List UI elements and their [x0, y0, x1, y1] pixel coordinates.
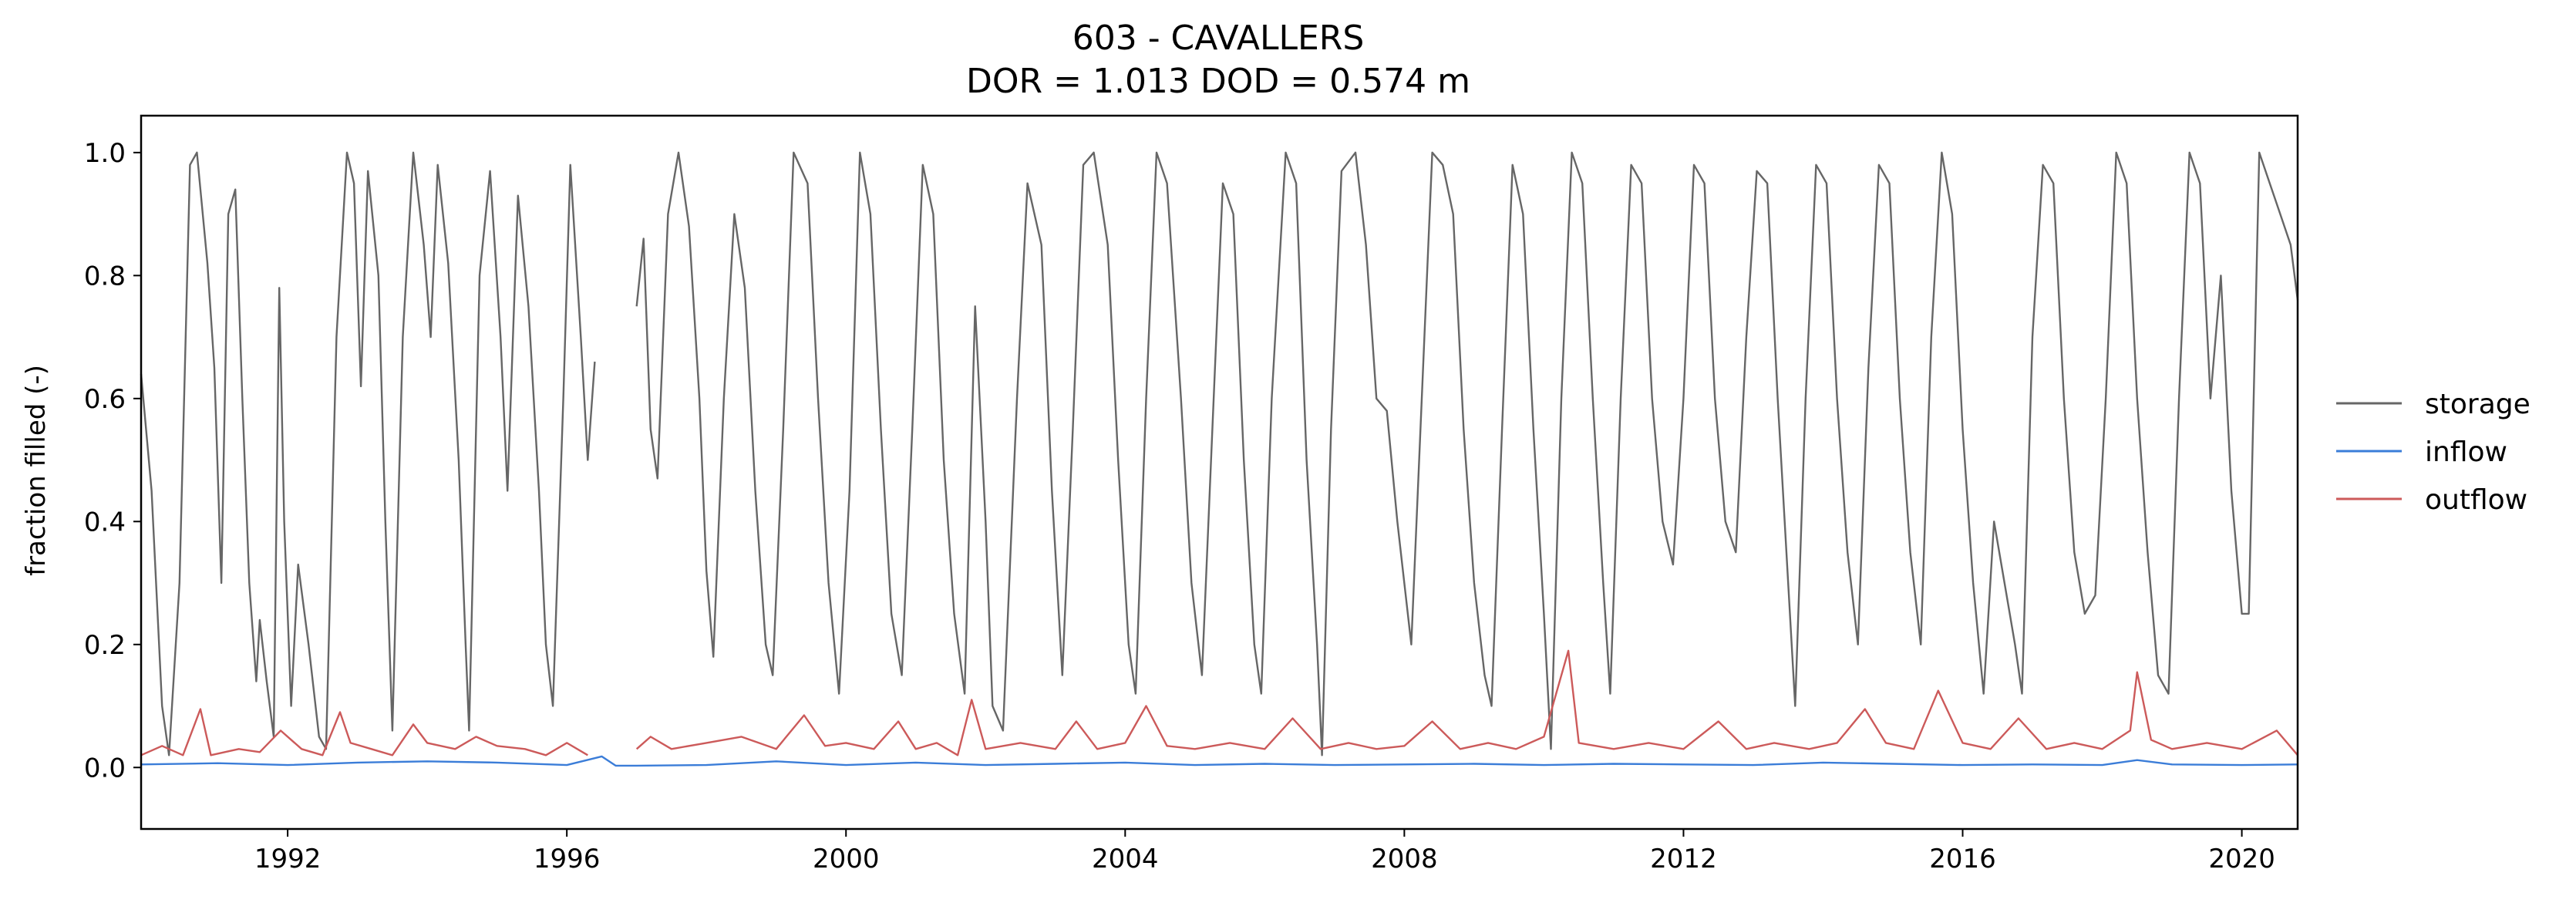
chart-title-line1: 603 - CAVALLERS — [1072, 19, 1365, 58]
plot-frame — [140, 114, 2299, 831]
series-line-inflow-1 — [140, 755, 2298, 767]
ticks-layer: 1992 1996 2000 2004 2008 2012 2016 2020 0.0 0.2 0.… — [84, 138, 2275, 874]
series-line-outflow-1 — [140, 708, 588, 756]
y-tick-label-0.0: 0.0 — [84, 753, 126, 783]
series-line-outflow-2 — [635, 649, 2298, 756]
legend-label-outflow: outflow — [2425, 484, 2527, 516]
y-tick-label-0.6: 0.6 — [84, 384, 126, 415]
legend: storage inflow outflow — [2336, 389, 2531, 516]
y-tick-label-1.0: 1.0 — [84, 138, 126, 169]
x-tick-label-2008: 2008 — [1371, 844, 1438, 874]
x-tick-label-1996: 1996 — [534, 844, 601, 874]
y-tick-label-0.4: 0.4 — [84, 507, 126, 537]
legend-label-storage: storage — [2425, 389, 2531, 420]
x-tick-label-2004: 2004 — [1092, 844, 1159, 874]
y-tick-label-0.8: 0.8 — [84, 261, 126, 291]
series-line-storage-2 — [635, 151, 2299, 756]
x-tick-label-2016: 2016 — [1929, 844, 1996, 874]
legend-label-inflow: inflow — [2425, 436, 2507, 468]
y-axis-label: fraction filled (-) — [21, 365, 52, 576]
series-layer — [140, 151, 2299, 767]
x-tick-label-2000: 2000 — [813, 844, 880, 874]
chart-title-line2: DOR = 1.013 DOD = 0.574 m — [966, 62, 1470, 101]
y-tick-label-0.2: 0.2 — [84, 630, 126, 661]
x-tick-label-2020: 2020 — [2208, 844, 2275, 874]
x-tick-label-2012: 2012 — [1650, 844, 1717, 874]
x-tick-label-1992: 1992 — [254, 844, 322, 874]
series-line-storage-1 — [140, 151, 596, 756]
